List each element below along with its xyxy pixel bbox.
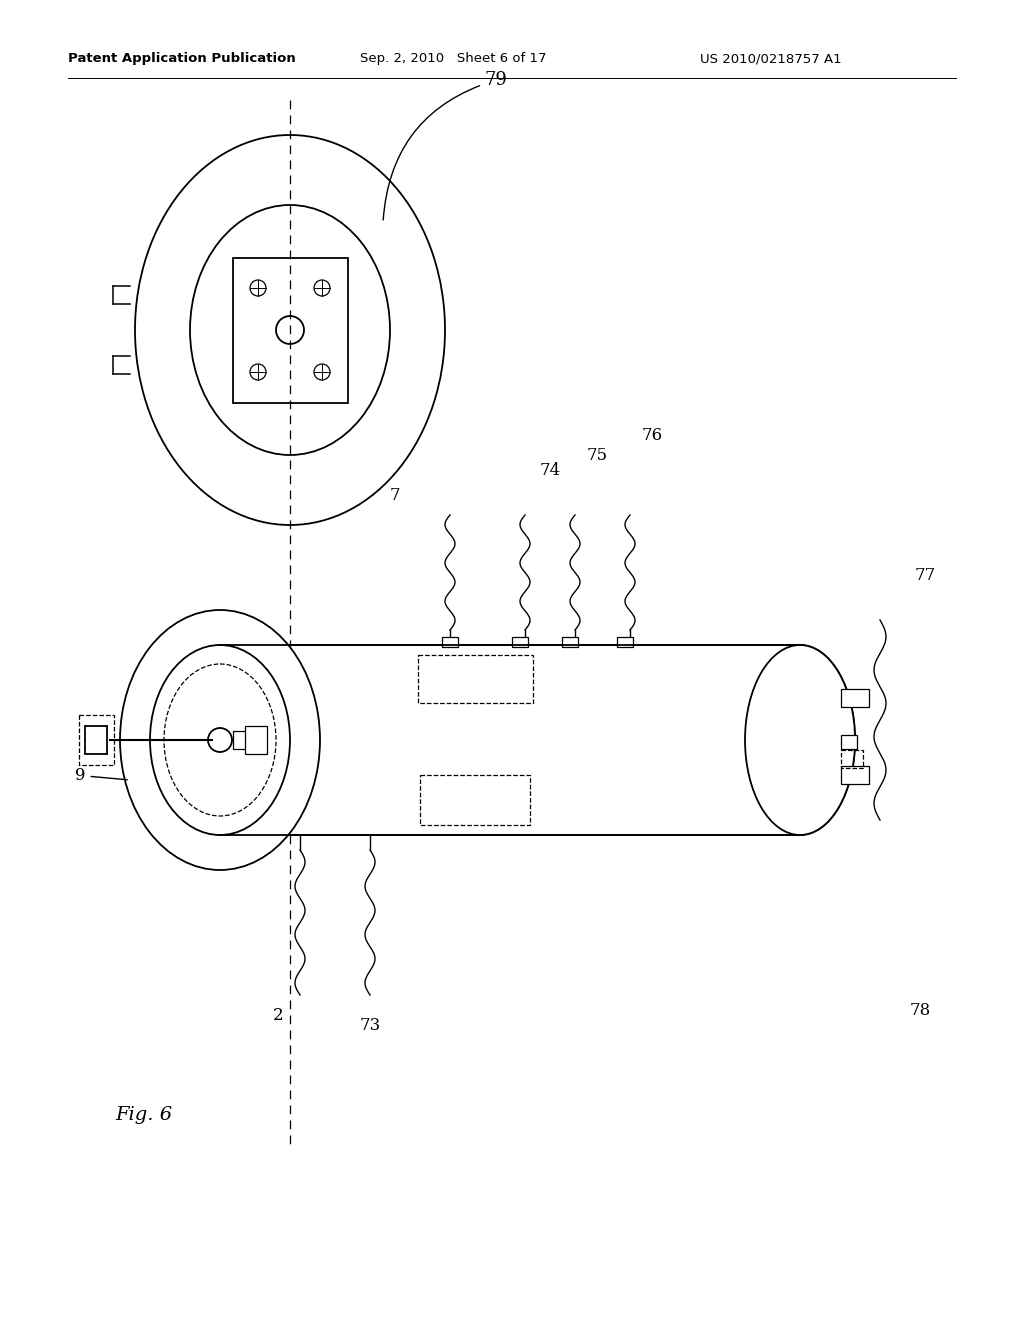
Text: 76: 76: [642, 426, 664, 444]
Bar: [617, 638, 633, 647]
Text: 73: 73: [359, 1016, 381, 1034]
Bar: [233, 731, 247, 748]
Text: 77: 77: [915, 568, 936, 583]
Bar: [841, 766, 869, 784]
Bar: [245, 726, 267, 754]
Bar: [442, 638, 458, 647]
Text: 7: 7: [390, 487, 400, 504]
Text: 74: 74: [540, 462, 561, 479]
Bar: [841, 689, 869, 708]
Text: Patent Application Publication: Patent Application Publication: [68, 51, 296, 65]
Text: Sep. 2, 2010   Sheet 6 of 17: Sep. 2, 2010 Sheet 6 of 17: [360, 51, 547, 65]
Text: 78: 78: [910, 1002, 931, 1019]
Bar: [79, 715, 114, 766]
Bar: [841, 750, 863, 768]
Bar: [841, 735, 857, 748]
Text: 9: 9: [75, 767, 127, 784]
Text: 79: 79: [383, 71, 508, 220]
Bar: [418, 655, 532, 704]
Bar: [512, 638, 528, 647]
Bar: [85, 726, 106, 754]
Text: 2: 2: [272, 1007, 284, 1024]
Bar: [562, 638, 578, 647]
Text: Fig. 6: Fig. 6: [115, 1106, 172, 1125]
Bar: [420, 775, 530, 825]
Ellipse shape: [745, 645, 855, 836]
Text: US 2010/0218757 A1: US 2010/0218757 A1: [700, 51, 842, 65]
Ellipse shape: [150, 645, 290, 836]
Bar: [232, 257, 347, 403]
Ellipse shape: [120, 610, 319, 870]
Text: 75: 75: [587, 447, 608, 465]
Circle shape: [208, 729, 232, 752]
